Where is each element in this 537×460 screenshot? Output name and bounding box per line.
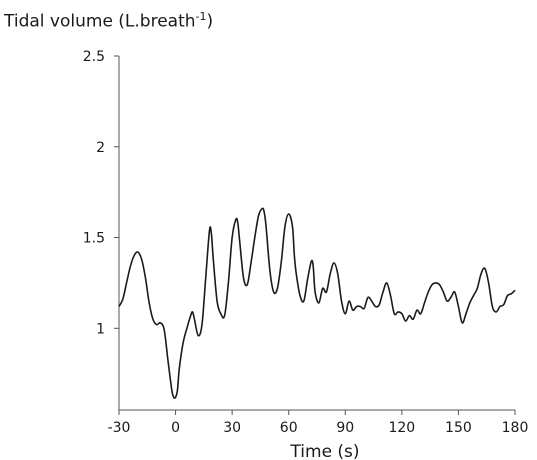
x-tick-label: 90 — [336, 420, 354, 436]
x-ticks: -30 0 30 60 90 120 150 180 — [108, 410, 529, 436]
x-tick-label: -30 — [108, 420, 131, 436]
x-tick-label: 0 — [171, 420, 180, 436]
x-tick-label: 120 — [388, 420, 415, 436]
x-tick-label: 180 — [502, 420, 529, 436]
x-axis-title: Time (s) — [289, 442, 359, 460]
y-tick-label: 2 — [96, 140, 105, 156]
y-tick-label: 2.5 — [83, 49, 105, 65]
x-tick-label: 60 — [280, 420, 298, 436]
y-tick-label: 1.5 — [83, 231, 105, 247]
x-tick-label: 30 — [223, 420, 241, 436]
y-tick-label: 1 — [96, 321, 105, 337]
x-tick-label: 150 — [445, 420, 472, 436]
y-ticks: 1 1.5 2 2.5 — [83, 49, 119, 337]
tidal-volume-line — [119, 208, 515, 398]
